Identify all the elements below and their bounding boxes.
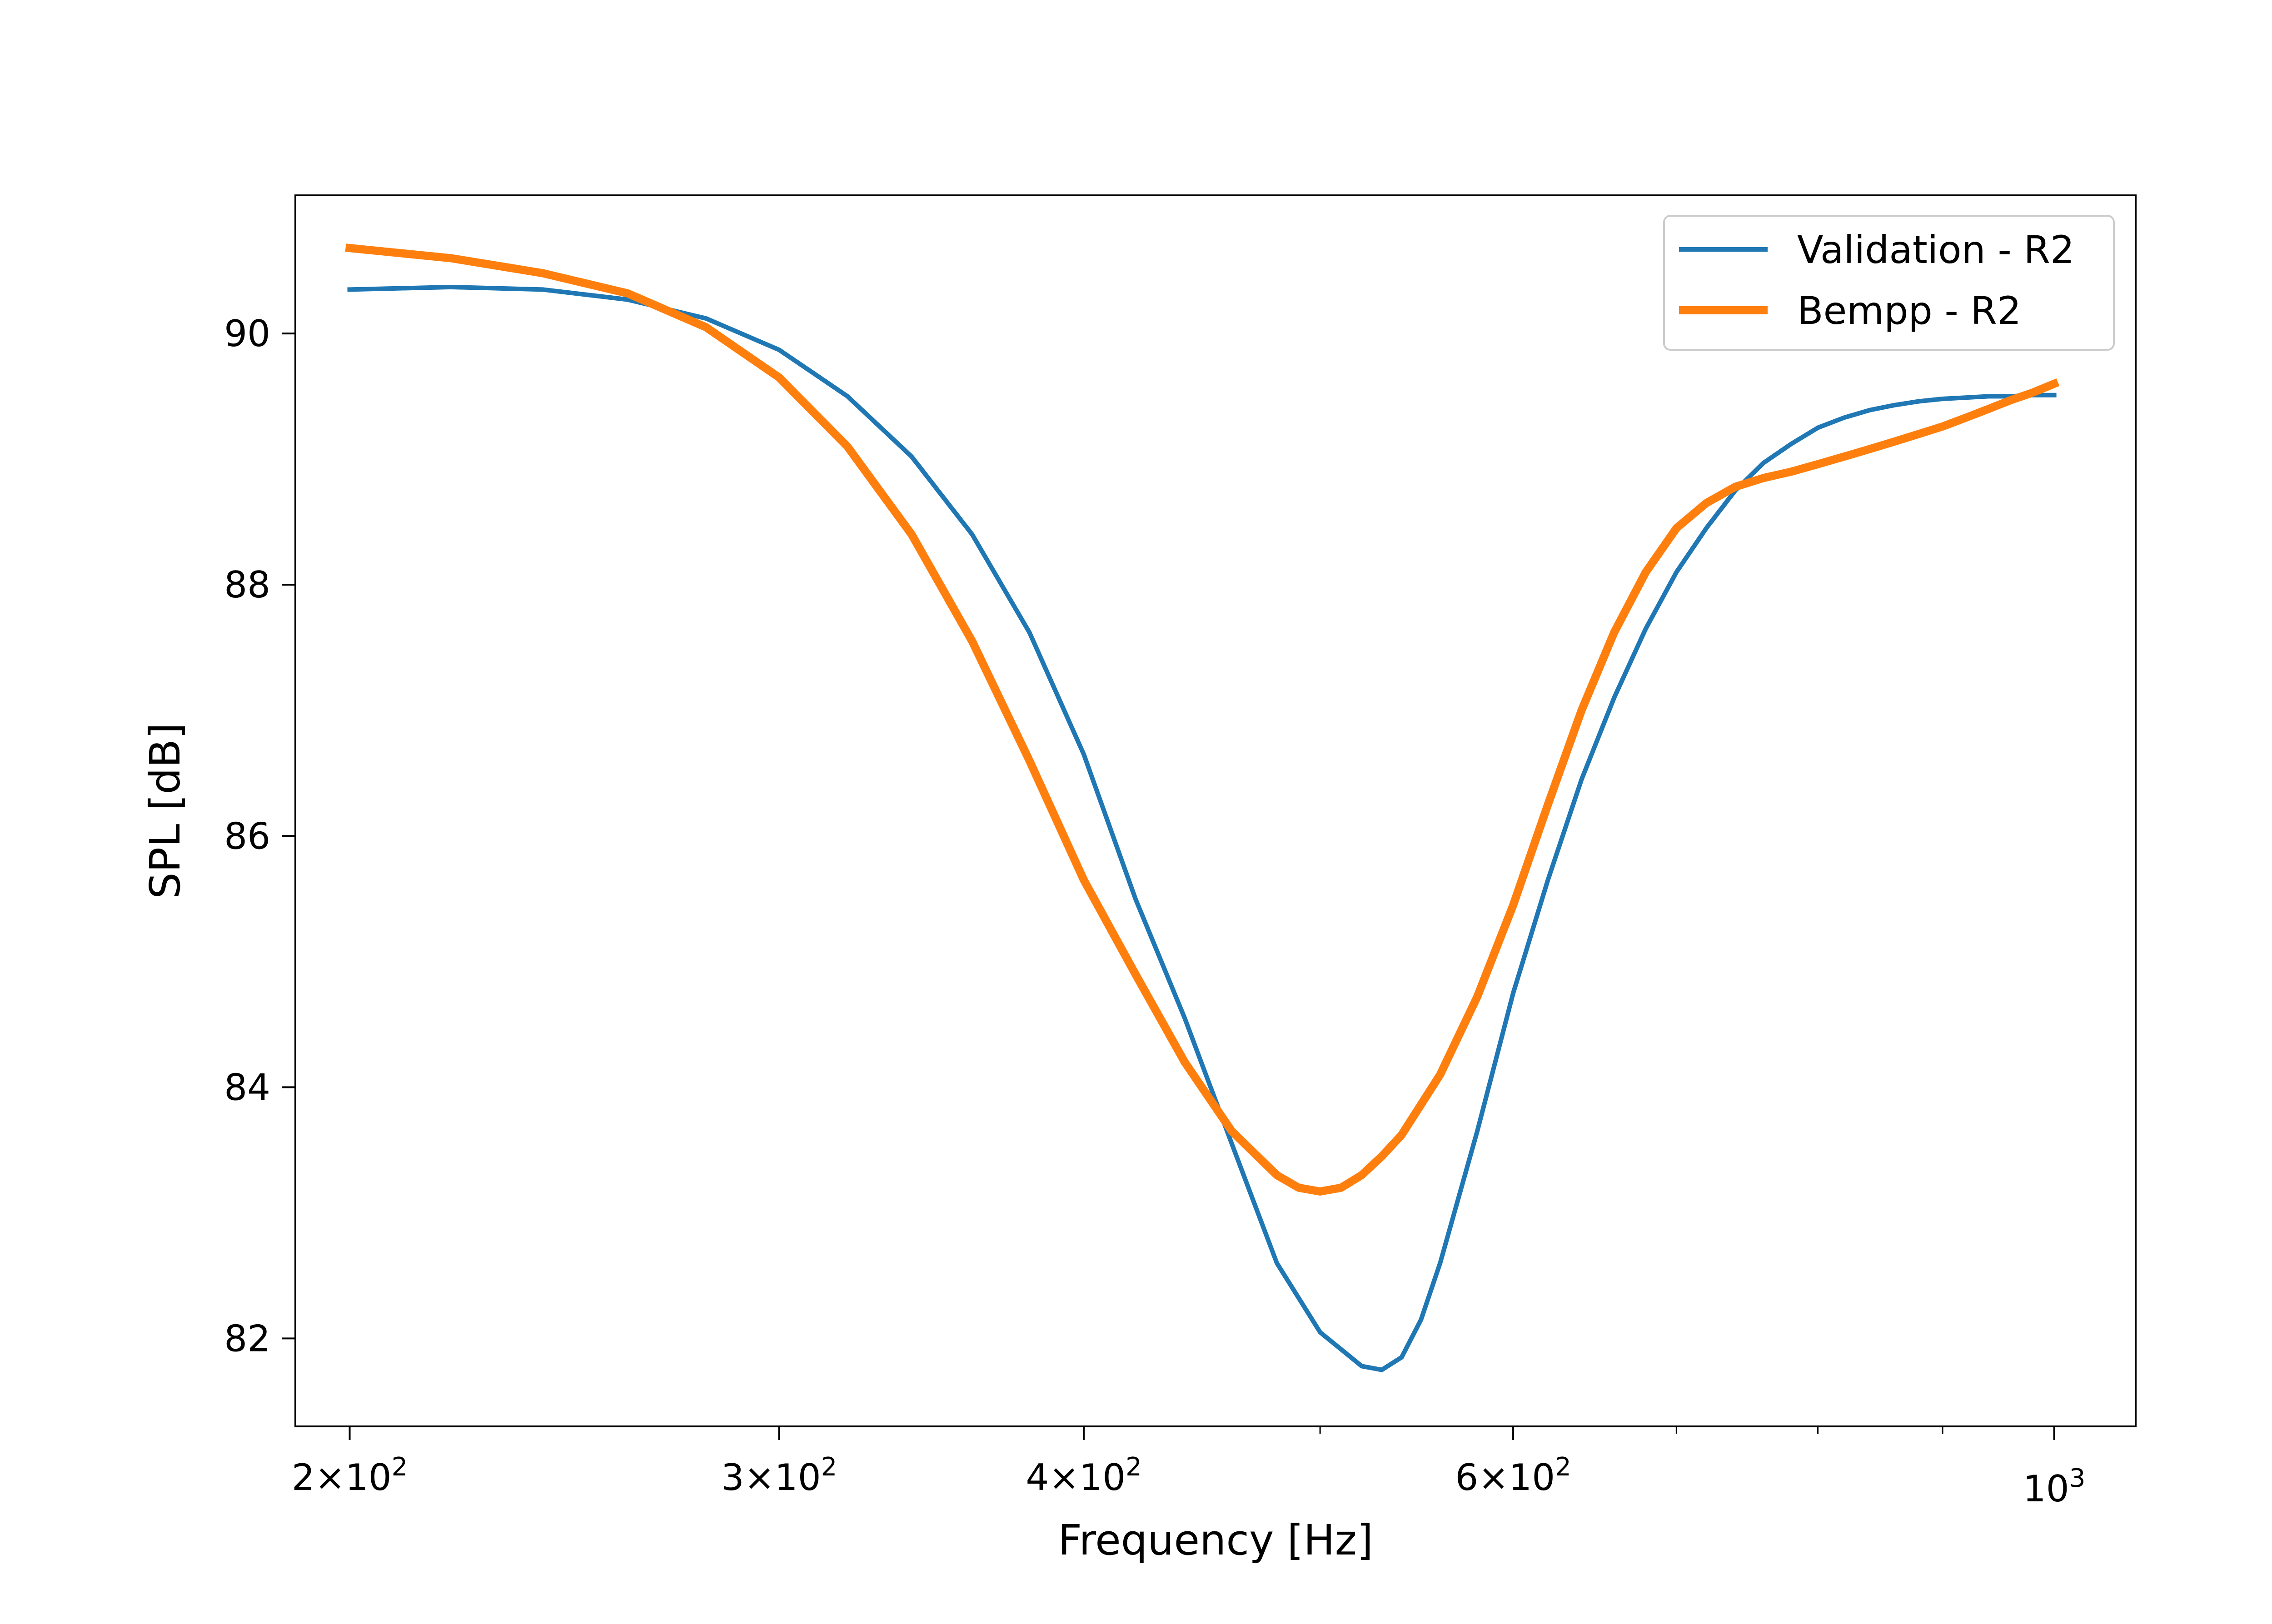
legend-label-validation: Validation - R2 (1797, 228, 2074, 272)
x-tick-label: 2×102 (292, 1452, 408, 1499)
y-axis-label: SPL [dB] (141, 723, 189, 899)
y-tick-label: 86 (224, 815, 270, 857)
series-line-validation-r2 (347, 284, 2057, 1372)
x-tick-label: 6×102 (1455, 1452, 1571, 1499)
y-tick-label: 82 (224, 1317, 270, 1360)
series-layer (345, 243, 2060, 1372)
y-tick-label: 90 (224, 313, 270, 355)
legend-label-bempp: Bempp - R2 (1797, 288, 2021, 333)
plot-frame (294, 194, 2137, 1427)
x-tick-label: 4×102 (1026, 1452, 1141, 1499)
x-tick-label: 3×102 (721, 1452, 837, 1499)
y-tick-label: 88 (224, 564, 270, 606)
legend-box (1663, 215, 2115, 351)
legend: Validation - R2 Bempp - R2 (1663, 215, 2115, 351)
y-axis: 82 84 86 88 90 (224, 313, 295, 1360)
x-axis-label: Frequency [Hz] (1058, 1516, 1373, 1564)
y-tick-label: 84 (224, 1066, 270, 1108)
series-line-bempp-r2 (345, 243, 2060, 1196)
